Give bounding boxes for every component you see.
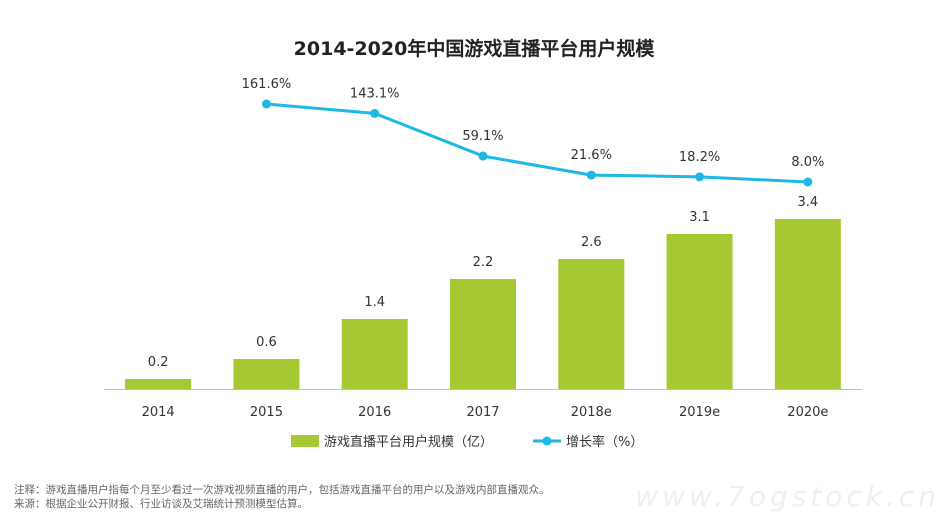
watermark: www.7ogstock.cn [635, 480, 940, 512]
legend-bar-swatch [291, 435, 319, 447]
bar-2020e [774, 219, 841, 389]
growth-line [266, 102, 808, 184]
growth-label-2017: 59.1% [462, 129, 503, 144]
bar-2014 [125, 379, 192, 389]
bar-label-2014: 0.2 [148, 355, 169, 370]
x-tick-label-2017: 2017 [466, 405, 499, 420]
x-tick-label-2014: 2014 [142, 405, 175, 420]
growth-point-2018e [586, 170, 596, 180]
legend-line-marker [542, 436, 552, 446]
footnote-source: 来源：根据企业公开财报、行业访谈及艾瑞统计预测模型估算。 [14, 498, 308, 510]
bar-label-2020e: 3.4 [798, 195, 819, 210]
x-tick-label-2018e: 2018e [571, 405, 612, 420]
legend-line-label: 增长率（%） [566, 434, 643, 450]
bar-label-2017: 2.2 [473, 255, 494, 270]
chart-title: 2014-2020年中国游戏直播平台用户规模 [293, 38, 655, 60]
growth-point-2015 [261, 99, 271, 109]
growth-label-2018e: 21.6% [571, 148, 612, 163]
bar-label-2015: 0.6 [256, 335, 277, 350]
growth-label-2019e: 18.2% [679, 150, 720, 165]
growth-point-2020e [803, 177, 813, 187]
growth-label-2015: 161.6% [242, 77, 292, 92]
bar-label-2018e: 2.6 [581, 235, 602, 250]
growth-point-2017 [478, 151, 488, 161]
growth-label-2016: 143.1% [350, 86, 400, 101]
growth-point-2016 [370, 108, 380, 118]
bar-label-2019e: 3.1 [689, 210, 710, 225]
x-tick-label-2015: 2015 [250, 405, 283, 420]
x-tick-label-2016: 2016 [358, 405, 391, 420]
bar-2016 [341, 319, 408, 389]
bar-2017 [450, 279, 516, 389]
bar-label-2016: 1.4 [364, 295, 385, 310]
x-tick-label-2019e: 2019e [679, 405, 720, 420]
bar-2019e [666, 234, 733, 389]
bar-2018e [558, 259, 625, 389]
footnote-note: 注释：游戏直播用户指每个月至少看过一次游戏视频直播的用户，包括游戏直播平台的用户… [14, 484, 550, 496]
bar-2015 [233, 359, 300, 389]
growth-label-2020e: 8.0% [791, 155, 824, 170]
x-tick-label-2020e: 2020e [787, 405, 828, 420]
legend-bar-label: 游戏直播平台用户规模（亿） [324, 434, 493, 450]
growth-point-2019e [695, 172, 705, 182]
